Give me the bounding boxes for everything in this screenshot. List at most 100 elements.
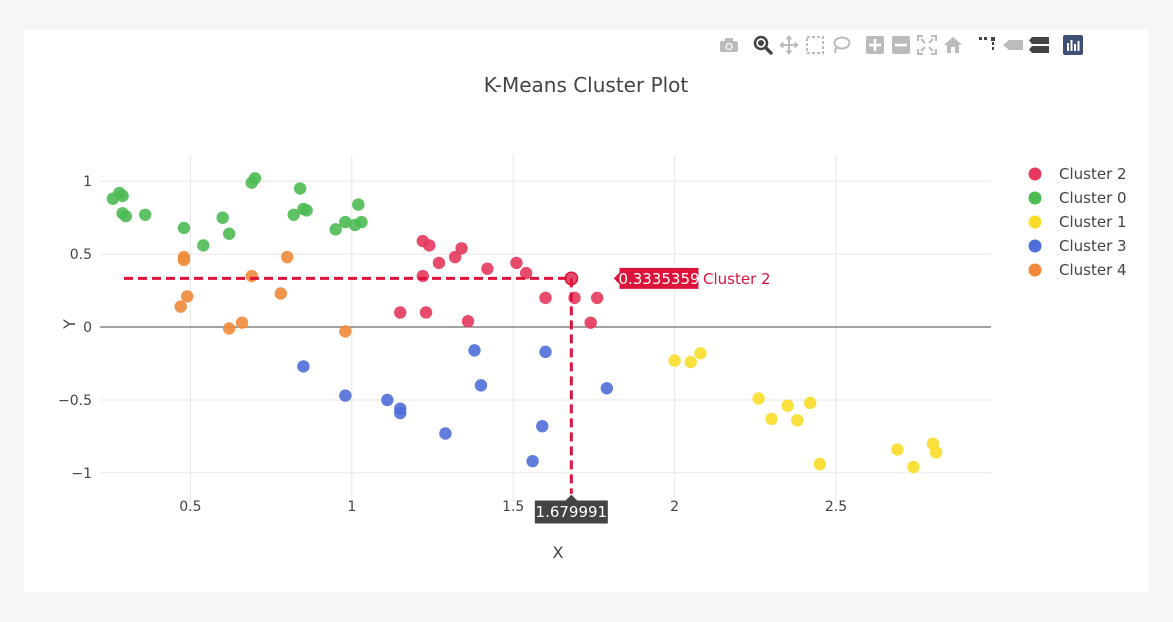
point-cluster-2[interactable] — [481, 262, 494, 275]
box-select-icon[interactable] — [802, 33, 828, 57]
point-cluster-0[interactable] — [352, 198, 365, 211]
point-cluster-0[interactable] — [287, 208, 300, 221]
point-cluster-2[interactable] — [584, 316, 597, 329]
camera-icon[interactable] — [716, 33, 742, 57]
point-cluster-0[interactable] — [329, 223, 342, 236]
zoom-in-icon[interactable] — [862, 33, 888, 57]
point-cluster-3[interactable] — [539, 345, 552, 359]
point-cluster-0[interactable] — [138, 208, 152, 221]
point-cluster-3[interactable] — [297, 360, 310, 373]
y-tick-label: 0 — [83, 320, 92, 336]
point-cluster-4[interactable] — [222, 322, 236, 335]
point-cluster-2[interactable] — [539, 291, 552, 305]
point-cluster-0[interactable] — [216, 211, 229, 224]
x-axis-label: X — [553, 543, 564, 562]
y-tick-label: 0.5 — [70, 247, 92, 263]
legend-item-cluster-3[interactable]: Cluster 3 — [1028, 237, 1127, 255]
point-cluster-1[interactable] — [684, 355, 697, 369]
point-cluster-4[interactable] — [281, 250, 294, 264]
y-hover-label: 0.3335359 — [618, 270, 699, 288]
x-tick-label: 1 — [347, 499, 356, 515]
point-cluster-3[interactable] — [526, 454, 539, 468]
point-cluster-2[interactable] — [423, 239, 436, 252]
point-cluster-2[interactable] — [432, 256, 446, 270]
point-cluster-1[interactable] — [765, 412, 778, 426]
point-cluster-2[interactable] — [416, 269, 430, 283]
point-cluster-0[interactable] — [222, 227, 236, 240]
point-cluster-4[interactable] — [245, 269, 258, 283]
point-cluster-2[interactable] — [455, 242, 468, 255]
point-cluster-3[interactable] — [474, 379, 488, 392]
point-cluster-1[interactable] — [929, 446, 943, 459]
modebar — [716, 32, 1086, 58]
point-cluster-1[interactable] — [752, 392, 765, 405]
point-cluster-0[interactable] — [339, 215, 352, 229]
point-cluster-3[interactable] — [381, 393, 394, 407]
legend-marker — [1028, 215, 1042, 229]
point-cluster-0[interactable] — [197, 239, 210, 252]
point-cluster-2[interactable] — [510, 256, 523, 270]
legend-label: Cluster 2 — [1059, 165, 1127, 183]
point-cluster-1[interactable] — [813, 457, 827, 471]
lasso-icon[interactable] — [828, 33, 854, 57]
point-cluster-1[interactable] — [781, 399, 794, 412]
point-cluster-4[interactable] — [339, 325, 352, 338]
legend-marker — [1028, 167, 1042, 181]
point-cluster-2[interactable] — [419, 306, 433, 319]
autoscale-icon[interactable] — [914, 33, 940, 57]
x-tick-label: 0.5 — [179, 499, 201, 515]
point-cluster-2[interactable] — [461, 315, 475, 328]
legend-label: Cluster 3 — [1059, 237, 1127, 255]
legend-label: Cluster 4 — [1059, 261, 1127, 279]
point-cluster-2[interactable] — [519, 266, 533, 280]
pan-icon[interactable] — [776, 33, 802, 57]
point-cluster-0[interactable] — [300, 204, 313, 217]
point-cluster-1[interactable] — [694, 347, 707, 360]
point-cluster-0[interactable] — [116, 189, 129, 203]
point-cluster-3[interactable] — [394, 406, 407, 420]
point-cluster-4[interactable] — [174, 300, 187, 313]
point-cluster-3[interactable] — [536, 419, 549, 433]
legend-item-cluster-1[interactable]: Cluster 1 — [1028, 213, 1127, 231]
point-cluster-3[interactable] — [600, 382, 614, 395]
point-cluster-1[interactable] — [668, 354, 681, 367]
point-cluster-1[interactable] — [804, 396, 817, 410]
point-cluster-4[interactable] — [274, 287, 287, 300]
legend-item-cluster-2[interactable]: Cluster 2 — [1028, 165, 1127, 183]
hover-compare-icon[interactable] — [1026, 33, 1052, 57]
plotly-logo-icon[interactable] — [1060, 33, 1086, 57]
x-hover-label: 1.679991 — [536, 503, 608, 521]
zoom-icon[interactable] — [750, 33, 776, 57]
point-cluster-0[interactable] — [355, 215, 368, 229]
legend-marker — [1028, 239, 1042, 253]
point-cluster-0[interactable] — [248, 172, 262, 185]
point-cluster-3[interactable] — [339, 389, 352, 402]
legend-marker — [1028, 191, 1042, 205]
hover-closest-icon[interactable] — [1000, 33, 1026, 57]
point-cluster-1[interactable] — [891, 443, 904, 456]
point-cluster-0[interactable] — [177, 221, 191, 235]
spike-lines-icon[interactable] — [974, 33, 1000, 57]
legend-item-cluster-4[interactable]: Cluster 4 — [1028, 261, 1127, 279]
point-cluster-4[interactable] — [177, 250, 191, 264]
point-cluster-3[interactable] — [468, 344, 481, 357]
point-cluster-4[interactable] — [180, 290, 194, 303]
point-cluster-4[interactable] — [235, 316, 249, 329]
legend[interactable]: Cluster 2 Cluster 0 Cluster 1 Cluster 3 Clus… — [1028, 165, 1127, 279]
data-points[interactable] — [106, 172, 943, 474]
reset-axes-icon[interactable] — [940, 33, 966, 57]
x-tick-label: 1.5 — [502, 499, 524, 515]
point-cluster-2[interactable] — [448, 250, 462, 264]
point-cluster-2[interactable] — [590, 291, 604, 305]
point-cluster-2[interactable] — [394, 306, 407, 319]
x-axis-ticks: 0.5 1 1.5 2 2.5 — [179, 499, 847, 515]
legend-item-cluster-0[interactable]: Cluster 0 — [1028, 189, 1127, 207]
point-cluster-0[interactable] — [293, 182, 307, 195]
y-hover-label-box — [612, 266, 700, 290]
zoom-out-icon[interactable] — [888, 33, 914, 57]
point-cluster-0[interactable] — [119, 210, 133, 223]
point-cluster-1[interactable] — [907, 460, 920, 474]
point-cluster-3[interactable] — [439, 427, 452, 440]
point-cluster-1[interactable] — [791, 414, 804, 427]
